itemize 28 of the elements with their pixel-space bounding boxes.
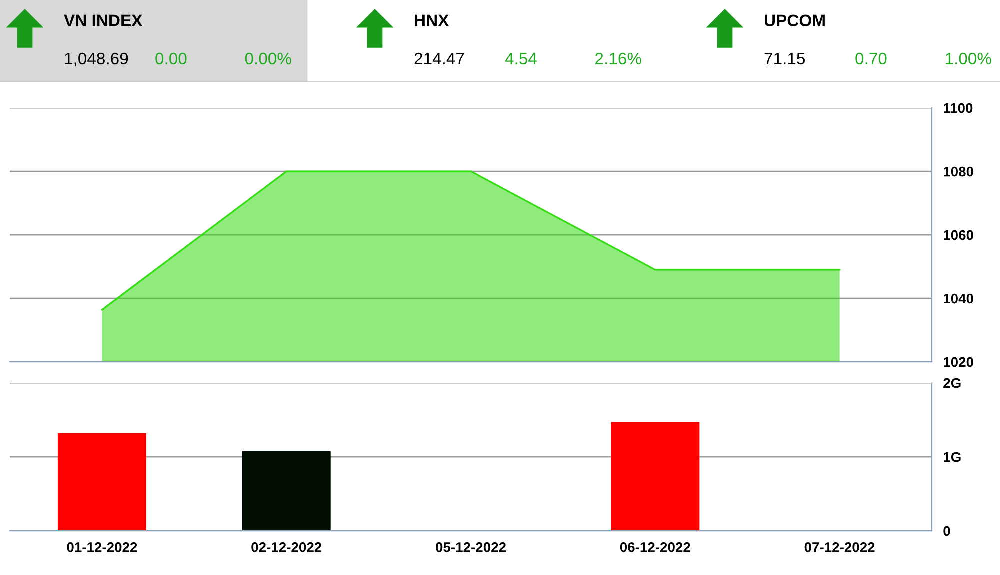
y-tick-label: 1G — [944, 452, 961, 462]
text: 1.00% — [946, 52, 992, 65]
y-tick-label: 1100 — [944, 103, 973, 114]
text: 2.16% — [596, 52, 642, 65]
text: 0.00 — [156, 52, 187, 65]
x-tick-label: 02-12-2022 — [252, 542, 322, 552]
text: 0.00% — [245, 52, 292, 65]
bar — [58, 433, 146, 532]
y-tick-label: 1060 — [944, 230, 974, 240]
text: 71.15 — [764, 53, 806, 65]
x-tick-label: 05-12-2022 — [436, 542, 506, 552]
text: 214.47 — [414, 52, 464, 64]
y-tick-label: 1040 — [944, 294, 974, 304]
y-tick-label: 1080 — [944, 166, 974, 177]
x-tick-label: 01-12-2022 — [67, 542, 138, 552]
y-tick-label: 0 — [944, 526, 950, 536]
bar — [242, 451, 331, 532]
text: VN INDEX — [64, 14, 143, 26]
x-tick-label: 06-12-2022 — [620, 542, 690, 552]
y-tick-label: 2G — [944, 378, 961, 388]
y-tick-label: 1020 — [944, 357, 974, 368]
bar — [611, 422, 700, 532]
text: 0.70 — [856, 52, 887, 65]
text: UPCOM — [765, 14, 825, 27]
x-tick-label: 07-12-2022 — [804, 542, 875, 552]
text: HNX — [415, 14, 450, 26]
text: 4.54 — [505, 53, 537, 65]
text: 1,048.69 — [65, 52, 128, 67]
